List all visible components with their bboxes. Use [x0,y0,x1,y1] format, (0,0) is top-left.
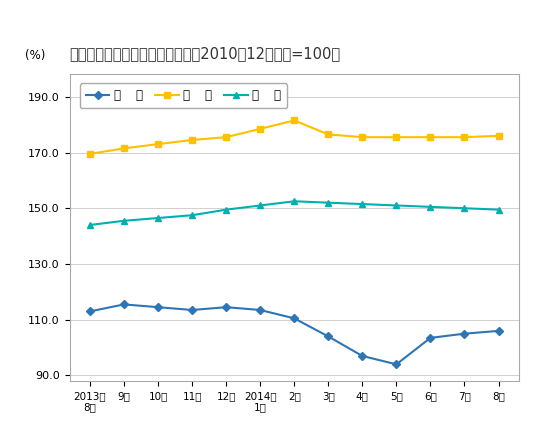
Legend: 猪    肉, 牛    肉, 羊    肉: 猪 肉, 牛 肉, 羊 肉 [80,83,287,108]
羊    肉 [257,203,263,208]
牛    肉 [461,134,468,140]
牛    肉 [291,118,297,123]
羊    肉 [189,212,195,218]
牛    肉 [257,126,263,131]
Line: 羊    肉: 羊 肉 [87,198,502,229]
牛    肉 [427,134,434,140]
牛    肉 [495,133,502,138]
羊    肉 [427,204,434,209]
牛    肉 [223,134,230,140]
牛    肉 [393,134,400,140]
猪    肉 [257,307,263,313]
Line: 猪    肉: 猪 肉 [87,301,502,367]
猪    肉 [121,302,127,307]
猪    肉 [189,307,195,313]
牛    肉 [325,132,332,137]
牛    肉 [87,151,93,156]
猪    肉 [155,304,161,310]
猪    肉 [427,335,434,340]
羊    肉 [461,205,468,211]
牛    肉 [121,146,127,151]
牛    肉 [359,134,365,140]
Line: 牛    肉: 牛 肉 [87,117,502,157]
羊    肉 [495,207,502,212]
牛    肉 [155,141,161,147]
Text: 猪肉、牛肉、羊肉价格变动情况（2010年12月价格=100）: 猪肉、牛肉、羊肉价格变动情况（2010年12月价格=100） [70,46,341,61]
猪    肉 [325,334,332,339]
猪    肉 [393,362,400,367]
猪    肉 [291,316,297,321]
Text: (%): (%) [25,49,45,62]
猪    肉 [359,353,365,359]
羊    肉 [155,215,161,221]
猪    肉 [461,331,468,336]
牛    肉 [189,138,195,143]
羊    肉 [223,207,230,212]
羊    肉 [291,199,297,204]
羊    肉 [121,218,127,223]
羊    肉 [359,201,365,207]
猪    肉 [223,304,230,310]
羊    肉 [87,223,93,228]
羊    肉 [325,200,332,205]
羊    肉 [393,203,400,208]
猪    肉 [87,309,93,314]
猪    肉 [495,328,502,333]
